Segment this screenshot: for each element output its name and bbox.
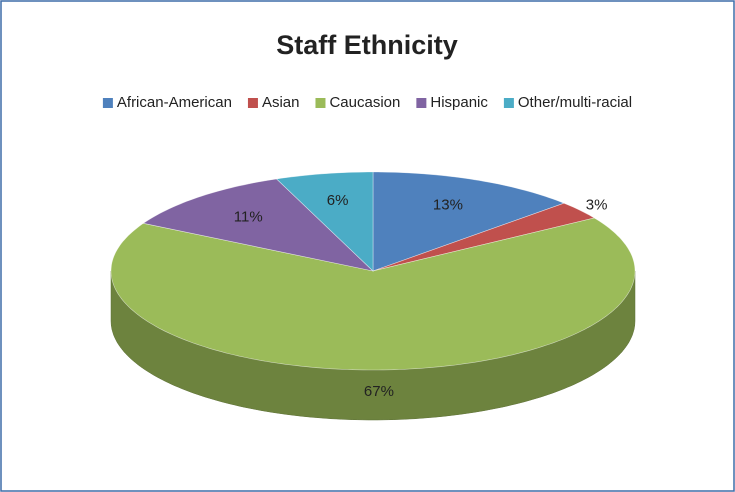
pie-slice <box>372 171 565 272</box>
legend-item: Hispanic <box>416 94 488 111</box>
legend-label: Caucasion <box>329 94 400 111</box>
data-label: 13% <box>433 197 463 214</box>
legend-label: African-American <box>117 94 232 111</box>
legend-item: African-American <box>102 94 232 111</box>
legend-swatch <box>416 98 427 108</box>
legend-swatch <box>315 98 326 108</box>
legend-label: Hispanic <box>430 94 488 111</box>
legend-item: Other/multi-racial <box>503 94 632 111</box>
data-label: 11% <box>234 209 263 226</box>
legend-swatch <box>102 98 113 108</box>
legend-item: Asian <box>247 94 300 111</box>
legend-label: Asian <box>262 94 300 111</box>
data-label: 6% <box>327 192 349 209</box>
pie-slice <box>372 202 595 272</box>
pie-slice <box>142 178 374 272</box>
data-label: 67% <box>364 383 394 400</box>
legend-swatch <box>503 98 514 108</box>
pie-slice <box>275 171 374 272</box>
chart-title: Staff Ethnicity <box>276 30 458 60</box>
legend-swatch <box>247 98 258 108</box>
pie-slice <box>110 217 636 371</box>
legend-label: Other/multi-racial <box>518 94 632 111</box>
data-label: 3% <box>586 196 608 213</box>
legend-item: Caucasion <box>315 94 400 111</box>
